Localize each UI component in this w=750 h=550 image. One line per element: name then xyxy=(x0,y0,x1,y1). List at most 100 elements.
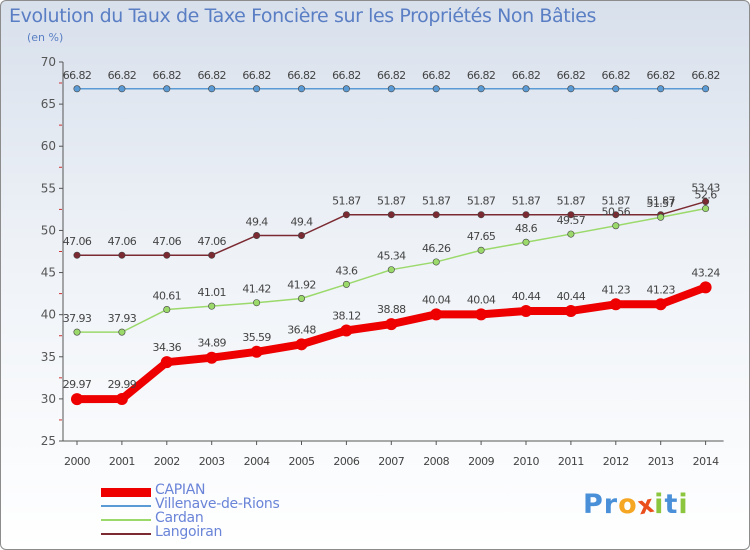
data-label-villenave-de-rions: 66.82 xyxy=(422,69,451,82)
data-point-villenave-de-rions xyxy=(612,85,620,93)
data-label-capian: 34.36 xyxy=(153,341,182,354)
data-point-cardan xyxy=(657,213,665,221)
x-tick-label: 2014 xyxy=(693,455,719,468)
data-point-cardan xyxy=(118,328,126,336)
x-tick-label: 2009 xyxy=(468,455,494,468)
data-point-villenave-de-rions xyxy=(253,85,261,93)
y-tick-label: 65 xyxy=(41,97,56,111)
legend-label-langoiran: Langoiran xyxy=(155,524,223,540)
data-point-villenave-de-rions xyxy=(163,85,171,93)
x-tick-label: 2011 xyxy=(558,455,584,468)
data-label-capian: 40.44 xyxy=(512,290,541,303)
data-label-cardan: 48.6 xyxy=(515,222,538,235)
data-label-capian: 40.04 xyxy=(422,293,451,306)
x-tick-label: 2010 xyxy=(513,455,539,468)
data-point-villenave-de-rions xyxy=(387,85,395,93)
x-tick-label: 2000 xyxy=(64,455,90,468)
data-point-villenave-de-rions xyxy=(522,85,530,93)
data-label-langoiran: 49.4 xyxy=(246,215,269,228)
x-tick-label: 2005 xyxy=(289,455,315,468)
legend-swatch-villenave-de-rions xyxy=(101,505,151,507)
y-tick-label: 60 xyxy=(41,139,56,153)
x-tick-label: 2001 xyxy=(109,455,135,468)
data-point-cardan xyxy=(163,306,171,314)
data-point-capian xyxy=(160,356,173,369)
data-label-villenave-de-rions: 66.82 xyxy=(332,69,361,82)
data-point-langoiran xyxy=(253,231,261,239)
data-label-langoiran: 53.43 xyxy=(691,182,720,195)
data-point-capian xyxy=(115,392,128,405)
data-point-cardan xyxy=(208,302,216,310)
unit-label: (en %) xyxy=(27,31,64,44)
data-point-cardan xyxy=(432,258,440,266)
data-label-cardan: 37.93 xyxy=(108,312,137,325)
data-point-capian xyxy=(475,308,488,321)
data-point-langoiran xyxy=(73,251,81,259)
data-label-langoiran: 51.87 xyxy=(512,195,541,208)
data-point-langoiran xyxy=(118,251,126,259)
data-label-cardan: 46.26 xyxy=(422,242,451,255)
data-point-villenave-de-rions xyxy=(118,85,126,93)
legend-label-capian: CAPIAN xyxy=(155,482,206,498)
x-tick-label: 2008 xyxy=(423,455,449,468)
data-label-capian: 29.99 xyxy=(108,378,137,391)
y-tick-label: 30 xyxy=(41,392,56,406)
data-label-villenave-de-rions: 66.82 xyxy=(557,69,586,82)
x-tick-label: 2004 xyxy=(244,455,270,468)
data-point-capian xyxy=(699,281,712,294)
data-label-cardan: 43.6 xyxy=(335,264,358,277)
data-label-langoiran: 49.4 xyxy=(290,215,313,228)
data-point-villenave-de-rions xyxy=(73,85,81,93)
data-point-capian xyxy=(340,324,353,337)
data-label-cardan: 41.01 xyxy=(197,286,226,299)
data-point-cardan xyxy=(702,205,710,213)
data-point-cardan xyxy=(297,294,305,302)
data-label-capian: 38.88 xyxy=(377,303,406,316)
data-label-villenave-de-rions: 66.82 xyxy=(512,69,541,82)
data-point-villenave-de-rions xyxy=(208,85,216,93)
data-label-cardan: 41.42 xyxy=(242,283,271,296)
data-label-langoiran: 51.87 xyxy=(602,195,631,208)
data-point-cardan xyxy=(387,266,395,274)
data-label-langoiran: 47.06 xyxy=(197,235,226,248)
data-point-cardan xyxy=(612,222,620,230)
data-label-capian: 34.89 xyxy=(197,337,226,350)
data-point-capian xyxy=(385,318,398,331)
x-tick-label: 2013 xyxy=(648,455,674,468)
data-point-langoiran xyxy=(522,211,530,219)
data-point-langoiran xyxy=(297,231,305,239)
data-point-langoiran xyxy=(342,211,350,219)
data-label-villenave-de-rions: 66.82 xyxy=(63,69,92,82)
proxiti-logo: Proxiti xyxy=(583,489,689,520)
data-point-langoiran xyxy=(208,251,216,259)
y-tick-label: 50 xyxy=(41,223,56,237)
data-point-capian xyxy=(295,338,308,351)
data-point-capian xyxy=(520,304,532,317)
data-label-cardan: 51.57 xyxy=(646,197,675,210)
legend-label-villenave-de-rions: Villenave-de-Rions xyxy=(155,496,280,512)
data-label-langoiran: 47.06 xyxy=(108,235,137,248)
data-label-villenave-de-rions: 66.82 xyxy=(108,69,137,82)
data-point-langoiran xyxy=(612,211,620,219)
y-tick-label: 45 xyxy=(41,266,56,280)
data-label-villenave-de-rions: 66.82 xyxy=(197,69,226,82)
data-point-capian xyxy=(609,298,622,311)
data-point-cardan xyxy=(567,230,575,238)
logo-letter: P xyxy=(583,489,604,520)
data-point-capian xyxy=(430,308,443,321)
logo-letter: t xyxy=(664,489,679,520)
data-point-cardan xyxy=(342,280,350,288)
y-tick-label: 55 xyxy=(41,181,56,195)
data-label-langoiran: 51.87 xyxy=(557,195,586,208)
data-point-villenave-de-rions xyxy=(702,85,710,93)
logo-letter: i xyxy=(654,489,665,520)
data-point-langoiran xyxy=(702,198,710,206)
data-point-villenave-de-rions xyxy=(297,85,305,93)
data-label-capian: 29.97 xyxy=(63,378,92,391)
x-tick-label: 2002 xyxy=(154,455,180,468)
data-point-capian xyxy=(205,351,218,364)
data-point-capian xyxy=(654,298,667,311)
data-point-villenave-de-rions xyxy=(657,85,665,93)
